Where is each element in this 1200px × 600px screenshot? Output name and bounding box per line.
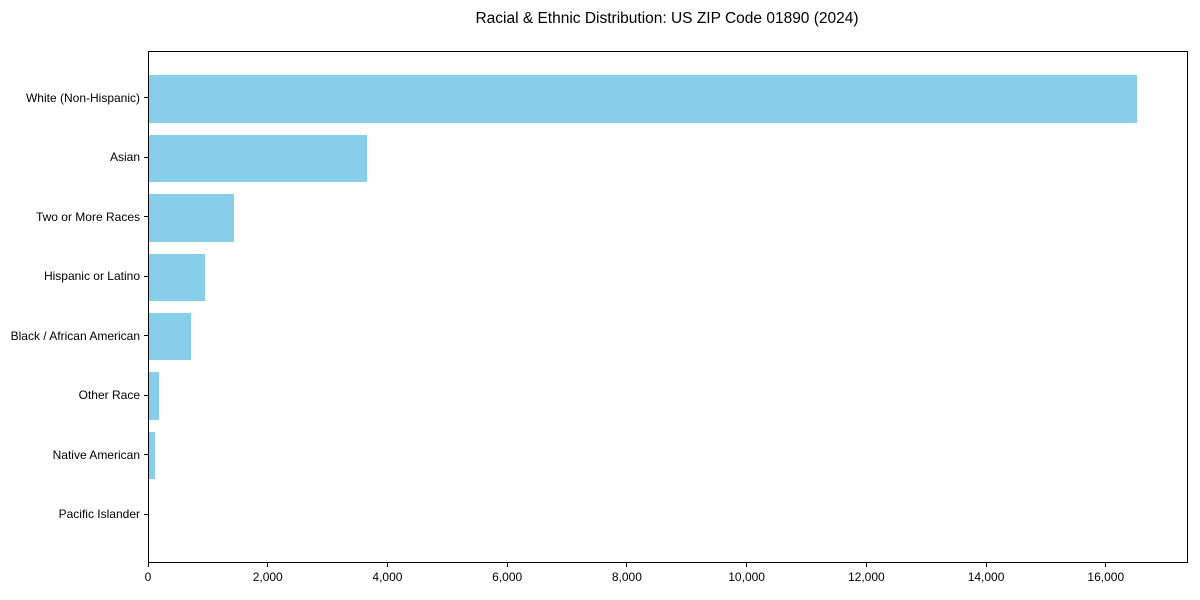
x-tick-mark bbox=[626, 563, 628, 567]
x-tick-mark bbox=[506, 563, 508, 567]
x-tick-label: 4,000 bbox=[372, 570, 403, 584]
x-tick-mark bbox=[386, 563, 388, 567]
bar bbox=[149, 431, 155, 480]
bar bbox=[149, 312, 191, 361]
x-tick-mark bbox=[1105, 563, 1107, 567]
x-tick-mark bbox=[267, 563, 269, 567]
y-tick-label: Asian bbox=[109, 150, 140, 165]
x-tick-label: 8,000 bbox=[611, 570, 642, 584]
bar bbox=[149, 253, 205, 302]
y-tick-label: Native American bbox=[52, 447, 140, 462]
y-tick-label: Other Race bbox=[78, 388, 140, 403]
y-tick-mark bbox=[144, 513, 148, 515]
y-tick-mark bbox=[144, 335, 148, 337]
bar bbox=[149, 194, 234, 242]
y-tick-mark bbox=[144, 216, 148, 218]
y-tick-mark bbox=[144, 394, 148, 396]
y-tick-mark bbox=[144, 156, 148, 158]
y-tick-label: Two or More Races bbox=[35, 209, 140, 224]
bar bbox=[149, 75, 1137, 123]
x-tick-mark bbox=[746, 563, 748, 567]
x-tick-label: 12,000 bbox=[847, 570, 885, 584]
x-tick-label: 10,000 bbox=[728, 570, 765, 584]
y-tick-label: Black / African American bbox=[10, 328, 140, 343]
bar bbox=[149, 372, 160, 420]
y-tick-label: Hispanic or Latino bbox=[43, 269, 140, 284]
x-tick-label: 0 bbox=[144, 570, 152, 584]
x-tick-mark bbox=[147, 563, 149, 567]
plot-area bbox=[148, 51, 1188, 563]
y-tick-mark bbox=[144, 97, 148, 99]
x-tick-label: 2,000 bbox=[252, 570, 283, 584]
bar bbox=[149, 134, 368, 183]
y-tick-mark bbox=[144, 454, 148, 456]
y-tick-label: White (Non-Hispanic) bbox=[25, 90, 140, 105]
x-tick-label: 16,000 bbox=[1087, 570, 1125, 584]
x-tick-label: 6,000 bbox=[492, 570, 523, 584]
x-tick-mark bbox=[985, 563, 987, 567]
y-tick-mark bbox=[144, 275, 148, 277]
x-tick-label: 14,000 bbox=[967, 570, 1005, 584]
x-tick-mark bbox=[865, 563, 867, 567]
y-tick-label: Pacific Islander bbox=[58, 507, 140, 522]
chart-title: Racial & Ethnic Distribution: US ZIP Cod… bbox=[475, 10, 859, 27]
